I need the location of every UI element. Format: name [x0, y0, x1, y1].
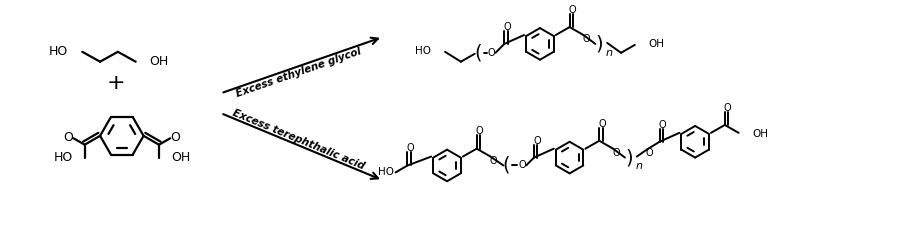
Text: HO: HO [415, 46, 431, 56]
Text: O: O [598, 119, 606, 129]
Text: O: O [488, 48, 495, 58]
Text: O: O [503, 22, 511, 32]
Text: O: O [582, 34, 590, 44]
Text: +: + [106, 74, 125, 94]
Text: HO: HO [378, 167, 393, 177]
Text: O: O [518, 161, 526, 170]
Text: O: O [476, 126, 483, 136]
Text: OH: OH [149, 55, 169, 68]
Text: O: O [569, 5, 576, 15]
Text: HO: HO [54, 151, 73, 164]
Text: Excess ethylene glycol: Excess ethylene glycol [235, 47, 363, 99]
Text: ): ) [596, 34, 603, 54]
Text: n: n [606, 48, 613, 58]
Text: O: O [64, 131, 74, 144]
Text: O: O [646, 148, 653, 158]
Text: O: O [533, 136, 541, 146]
Text: Excess terephthalic acid: Excess terephthalic acid [231, 107, 366, 171]
Text: (: ( [502, 156, 510, 175]
Text: O: O [490, 155, 498, 166]
Text: (: ( [474, 43, 482, 62]
Text: O: O [612, 148, 620, 158]
Text: OH: OH [649, 39, 665, 49]
Text: O: O [724, 103, 732, 113]
Text: O: O [659, 120, 666, 130]
Text: OH: OH [752, 129, 769, 139]
Text: O: O [407, 143, 414, 153]
Text: ): ) [626, 148, 633, 167]
Text: n: n [635, 161, 643, 171]
Text: OH: OH [171, 151, 190, 164]
Text: O: O [170, 131, 180, 144]
Text: HO: HO [50, 45, 68, 58]
